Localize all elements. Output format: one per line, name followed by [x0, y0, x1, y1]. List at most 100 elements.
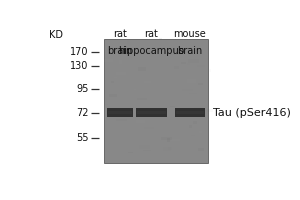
Bar [150, 52, 155, 53]
Bar [181, 62, 186, 64]
Text: 130: 130 [70, 61, 89, 71]
Bar [164, 147, 171, 151]
Bar [134, 89, 136, 90]
Bar [114, 116, 118, 117]
Bar [118, 60, 122, 64]
Bar [178, 149, 181, 153]
Text: hippocampus: hippocampus [118, 46, 184, 56]
Bar [137, 98, 147, 100]
Bar [204, 69, 211, 72]
Bar [136, 108, 167, 117]
Bar [158, 109, 161, 110]
Bar [137, 111, 166, 114]
Text: 95: 95 [76, 84, 89, 94]
Bar [148, 40, 160, 44]
Bar [188, 59, 199, 63]
Bar [185, 90, 191, 94]
Bar [110, 53, 118, 56]
Text: 72: 72 [76, 108, 89, 118]
Bar [143, 43, 152, 45]
Bar [171, 139, 180, 141]
Bar [108, 111, 132, 114]
Bar [167, 138, 170, 142]
Bar [141, 68, 143, 69]
Bar [193, 121, 197, 124]
Bar [149, 126, 157, 127]
Bar [104, 39, 208, 163]
Bar [104, 59, 113, 62]
Bar [161, 76, 170, 77]
Bar [107, 108, 133, 117]
Bar [167, 159, 170, 161]
Bar [122, 106, 128, 109]
Bar [174, 66, 178, 69]
Bar [187, 63, 190, 65]
Bar [142, 41, 153, 43]
Bar [187, 79, 196, 83]
Bar [168, 147, 172, 150]
Bar [157, 57, 162, 61]
Bar [188, 51, 194, 52]
Bar [194, 107, 203, 110]
Bar [140, 145, 150, 149]
Bar [176, 111, 204, 114]
Bar [199, 131, 202, 133]
Bar [105, 104, 108, 105]
Bar [199, 148, 204, 151]
Bar [120, 129, 127, 132]
Bar [191, 135, 195, 136]
Bar [198, 83, 203, 85]
Bar [134, 156, 142, 158]
Text: KD: KD [49, 30, 63, 40]
Bar [141, 146, 152, 148]
Text: 55: 55 [76, 133, 89, 143]
Bar [189, 93, 197, 94]
Bar [114, 77, 117, 78]
Text: mouse: mouse [173, 29, 206, 39]
Bar [193, 75, 200, 76]
Bar [161, 137, 172, 140]
Bar [138, 67, 146, 71]
Bar [170, 106, 175, 107]
Bar [106, 41, 116, 44]
Bar [207, 109, 213, 112]
Text: rat: rat [113, 29, 127, 39]
Bar [159, 38, 162, 40]
Bar [182, 89, 193, 91]
Bar [158, 121, 167, 123]
Bar [144, 81, 151, 83]
Bar [117, 97, 127, 98]
Bar [136, 120, 146, 123]
Text: brain: brain [177, 46, 202, 56]
Bar [144, 127, 154, 129]
Text: brain: brain [107, 46, 133, 56]
Bar [170, 93, 173, 97]
Bar [108, 89, 117, 90]
Bar [202, 43, 213, 45]
Bar [107, 48, 112, 51]
Bar [204, 50, 208, 51]
Bar [189, 54, 192, 57]
Text: 170: 170 [70, 47, 89, 57]
Bar [152, 64, 156, 66]
Bar [128, 152, 133, 153]
Bar [196, 68, 204, 71]
Bar [116, 119, 128, 121]
Bar [175, 108, 205, 117]
Bar [116, 72, 126, 75]
Bar [143, 150, 151, 151]
Text: rat: rat [145, 29, 158, 39]
Bar [127, 40, 130, 44]
Bar [143, 82, 150, 85]
Text: Tau (pSer416): Tau (pSer416) [213, 108, 291, 118]
Bar [189, 43, 200, 46]
Bar [111, 81, 114, 83]
Bar [197, 83, 207, 85]
Bar [124, 73, 129, 74]
Bar [109, 94, 116, 97]
Bar [166, 48, 170, 49]
Bar [136, 148, 144, 151]
Bar [170, 54, 180, 55]
Bar [189, 125, 192, 128]
Bar [196, 65, 205, 67]
